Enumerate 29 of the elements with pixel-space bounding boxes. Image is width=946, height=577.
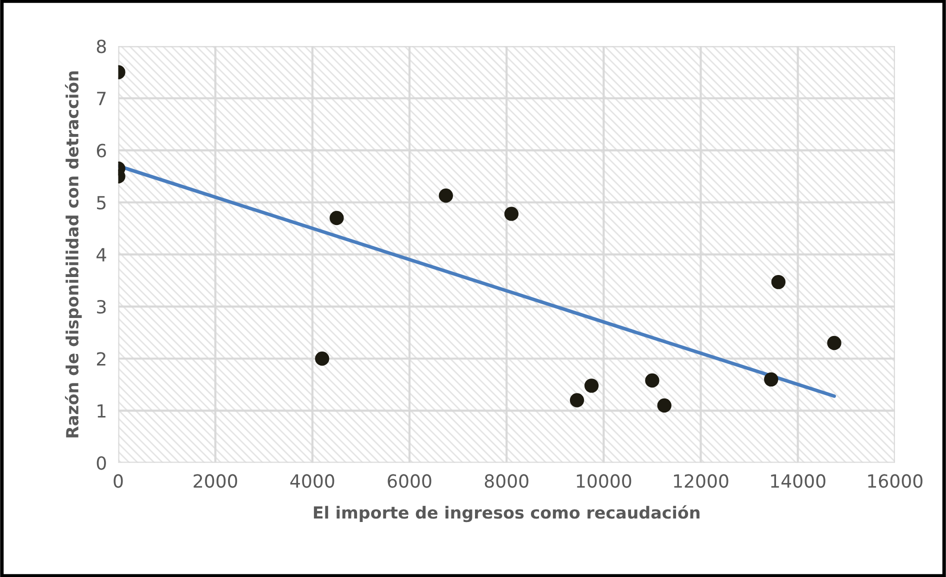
point	[504, 206, 519, 221]
point	[657, 398, 672, 413]
y-tick-label: 4	[96, 248, 106, 262]
x-axis-title: El importe de ingresos como recaudación	[314, 505, 700, 522]
x-tick-label: 6000	[388, 474, 432, 488]
y-tick-label: 6	[96, 144, 106, 158]
y-tick-label: 2	[96, 352, 106, 366]
x-tick-label: 0	[114, 474, 123, 488]
y-tick-label: 0	[96, 456, 106, 470]
y-tick-label: 7	[97, 92, 106, 106]
y-tick-label: 1	[98, 404, 106, 418]
x-tick-label: 4000	[290, 474, 334, 488]
point	[584, 378, 599, 393]
x-tick-label: 14000	[771, 474, 826, 488]
point	[570, 393, 584, 408]
point	[827, 336, 842, 350]
y-axis-title: Razón de disponibilidad con detracción	[64, 71, 82, 438]
y-tick-label: 3	[97, 300, 106, 314]
y-tick-label: 8	[96, 40, 106, 54]
x-tick-label: 2000	[194, 474, 238, 488]
x-tick-label: 16000	[868, 474, 922, 488]
x-tick-label: 8000	[484, 474, 528, 488]
x-tick-label: 10000	[576, 474, 632, 488]
y-tick-label: 5	[97, 196, 106, 210]
x-tick-label: 12000	[674, 474, 728, 488]
point	[645, 373, 660, 388]
point	[764, 372, 778, 387]
point	[771, 274, 786, 290]
point	[438, 188, 454, 203]
